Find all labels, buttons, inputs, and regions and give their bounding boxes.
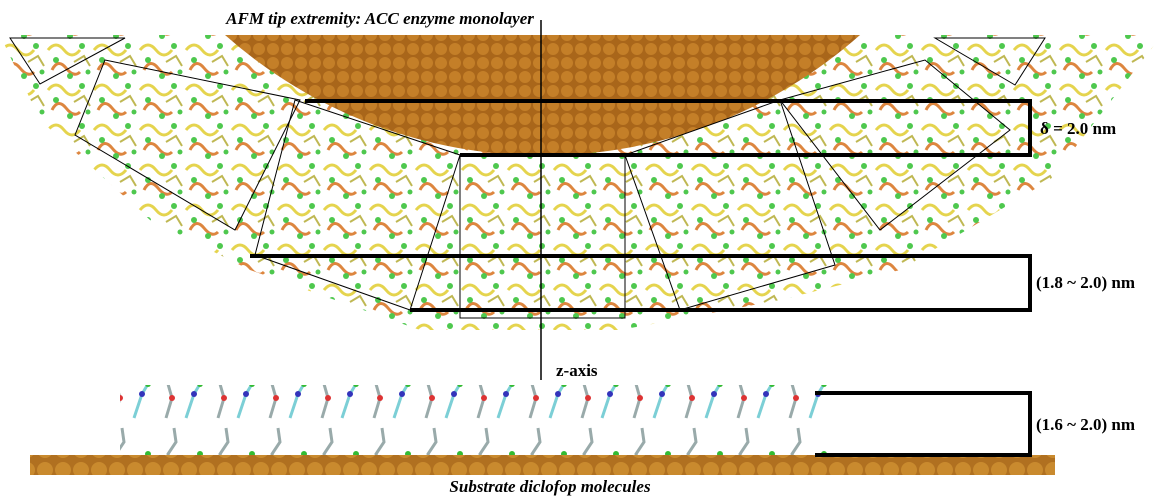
diagram: AFM tip extremity: ACC enzyme monolayer … [0,0,1162,498]
title: AFM tip extremity: ACC enzyme monolayer [225,9,534,28]
axis-label: z-axis [556,361,598,380]
gap-label: (1.8 ~ 2.0) nm [1036,273,1135,292]
caption: Substrate diclofop molecules [449,477,651,496]
substrate [30,385,1055,475]
gap-label: δ = 2.0 nm [1040,119,1116,138]
gap-label: (1.6 ~ 2.0) nm [1036,415,1135,434]
